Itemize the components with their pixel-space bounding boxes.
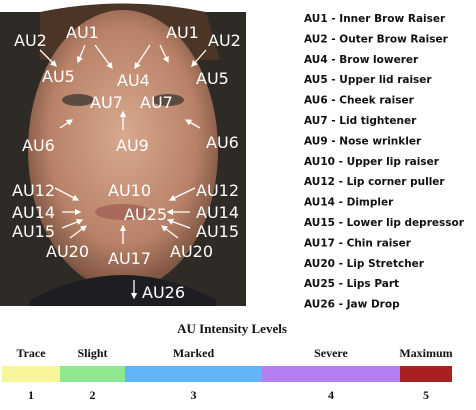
face-au-label: AU14 xyxy=(12,203,55,222)
intensity-segment xyxy=(60,366,125,382)
intensity-number: 1 xyxy=(28,388,34,402)
au-definition: AU5 - Upper lid raiser xyxy=(304,74,432,86)
intensity-segment xyxy=(2,366,60,382)
au-definition: AU20 - Lip Stretcher xyxy=(304,258,425,270)
intensity-segment xyxy=(262,366,400,382)
face-au-label: AU5 xyxy=(196,69,229,88)
au-definition: AU10 - Upper lip raiser xyxy=(304,156,440,168)
intensity-segment xyxy=(125,366,262,382)
au-definition: AU17 - Chin raiser xyxy=(304,237,412,249)
intensity-number: 2 xyxy=(90,388,96,402)
intensity-name: Slight xyxy=(77,346,107,360)
intensity-name: Trace xyxy=(16,346,46,360)
face-au-label: AU10 xyxy=(108,181,151,200)
intensity-number: 4 xyxy=(328,388,334,402)
face-au-label: AU20 xyxy=(170,242,213,261)
face-au-label: AU1 xyxy=(66,23,99,42)
intensity-name: Severe xyxy=(314,346,348,360)
intensity-title: AU Intensity Levels xyxy=(177,321,287,336)
arrows xyxy=(39,44,207,300)
au-definition: AU2 - Outer Brow Raiser xyxy=(304,33,449,45)
face-au-label: AU2 xyxy=(14,31,47,50)
intensity-number: 5 xyxy=(423,388,429,402)
face-au-label: AU15 xyxy=(196,222,239,241)
face-au-label: AU15 xyxy=(12,222,55,241)
face-au-label: AU4 xyxy=(117,71,150,90)
face-au-label: AU2 xyxy=(208,31,241,50)
face-au-label: AU7 xyxy=(90,93,123,112)
au-definition: AU15 - Lower lip depressor xyxy=(304,217,465,229)
face-au-label: AU12 xyxy=(12,181,55,200)
face-au-label: AU5 xyxy=(42,67,75,86)
face-au-label: AU25 xyxy=(124,205,167,224)
face-au-label: AU26 xyxy=(142,283,185,302)
face-au-label: AU6 xyxy=(206,133,239,152)
au-definition: AU1 - Inner Brow Raiser xyxy=(304,13,446,25)
au-definition: AU6 - Cheek raiser xyxy=(304,95,415,107)
intensity-name: Maximum xyxy=(399,346,452,360)
face-au-label: AU9 xyxy=(116,136,149,155)
au-definition: AU26 - Jaw Drop xyxy=(304,299,400,311)
face-au-label: AU1 xyxy=(166,23,199,42)
face-au-label: AU12 xyxy=(196,181,239,200)
au-definition: AU25 - Lips Part xyxy=(304,278,399,290)
intensity-segment xyxy=(400,366,452,382)
intensity-name: Marked xyxy=(173,346,215,360)
face-au-label: AU6 xyxy=(22,136,55,155)
au-definition: AU7 - Lid tightener xyxy=(304,115,417,127)
au-definition: AU12 - Lip corner puller xyxy=(304,176,445,188)
face-au-label: AU14 xyxy=(196,203,239,222)
au-definition: AU9 - Nose wrinkler xyxy=(304,135,422,147)
au-definition: AU4 - Brow lowerer xyxy=(304,54,419,66)
face-au-label: AU17 xyxy=(108,249,151,268)
au-definition: AU14 - Dimpler xyxy=(304,197,394,209)
face-au-label: AU20 xyxy=(46,242,89,261)
intensity-number: 3 xyxy=(191,388,197,402)
face-au-label: AU7 xyxy=(140,93,173,112)
